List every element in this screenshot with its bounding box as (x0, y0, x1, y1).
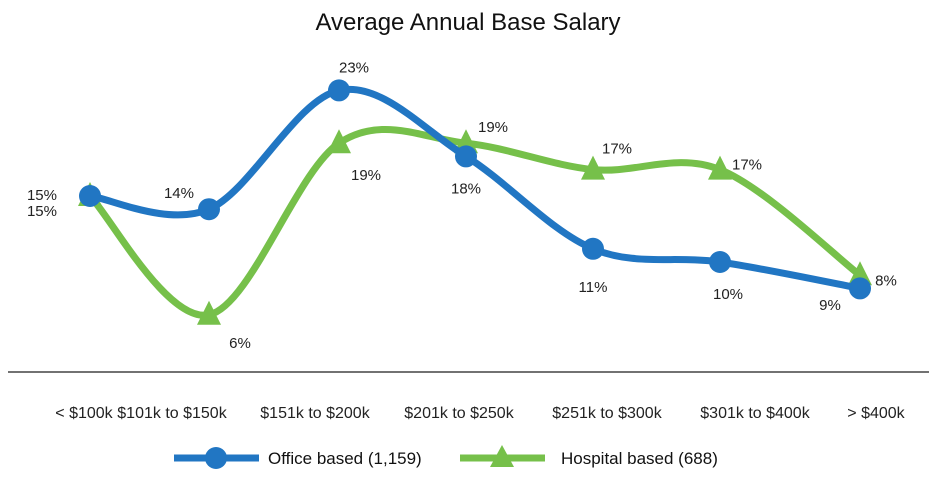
data-point (708, 155, 732, 180)
x-tick-label: < $100k (55, 405, 113, 422)
legend-marker-triangle (490, 445, 514, 467)
data-point (581, 155, 605, 180)
data-label: 11% (579, 279, 608, 296)
legend-marker-circle (205, 447, 227, 469)
data-label: 17% (602, 141, 632, 158)
data-label: 8% (875, 272, 897, 289)
data-label: 15% (27, 187, 57, 204)
data-point (327, 129, 351, 154)
x-tick-label: $201k to $250k (404, 405, 514, 422)
data-label: 15% (27, 203, 57, 220)
x-tick-label: $151k to $200k (260, 405, 370, 422)
x-tick-label: $251k to $300k (552, 405, 662, 422)
data-label: 18% (451, 180, 481, 197)
data-point (455, 145, 477, 168)
data-point (709, 251, 731, 273)
chart-title: Average Annual Base Salary (315, 9, 620, 36)
data-point (582, 237, 604, 260)
data-point (79, 185, 101, 207)
data-label: 19% (478, 119, 508, 136)
data-point (328, 79, 350, 102)
data-label: 23% (339, 59, 369, 76)
legend-label: Office based (1,159) (268, 449, 422, 468)
legend-label: Hospital based (688) (561, 449, 718, 468)
data-label: 6% (229, 335, 251, 352)
x-tick-label: $301k to $400k (700, 405, 810, 422)
data-label: 19% (351, 167, 381, 184)
x-tick-label: > $400k (847, 405, 905, 422)
data-label: 9% (819, 297, 841, 314)
data-label: 17% (732, 157, 762, 174)
x-tick-label: $101k to $150k (117, 405, 227, 422)
legend-item-hospital-based: Hospital based (688) (460, 445, 718, 468)
series-office-based (79, 79, 871, 300)
data-point (198, 198, 220, 221)
data-label: 14% (164, 185, 194, 202)
data-point (197, 300, 221, 325)
data-label: 10% (713, 286, 743, 303)
legend-item-office-based: Office based (1,159) (174, 447, 422, 469)
data-point (849, 277, 871, 300)
